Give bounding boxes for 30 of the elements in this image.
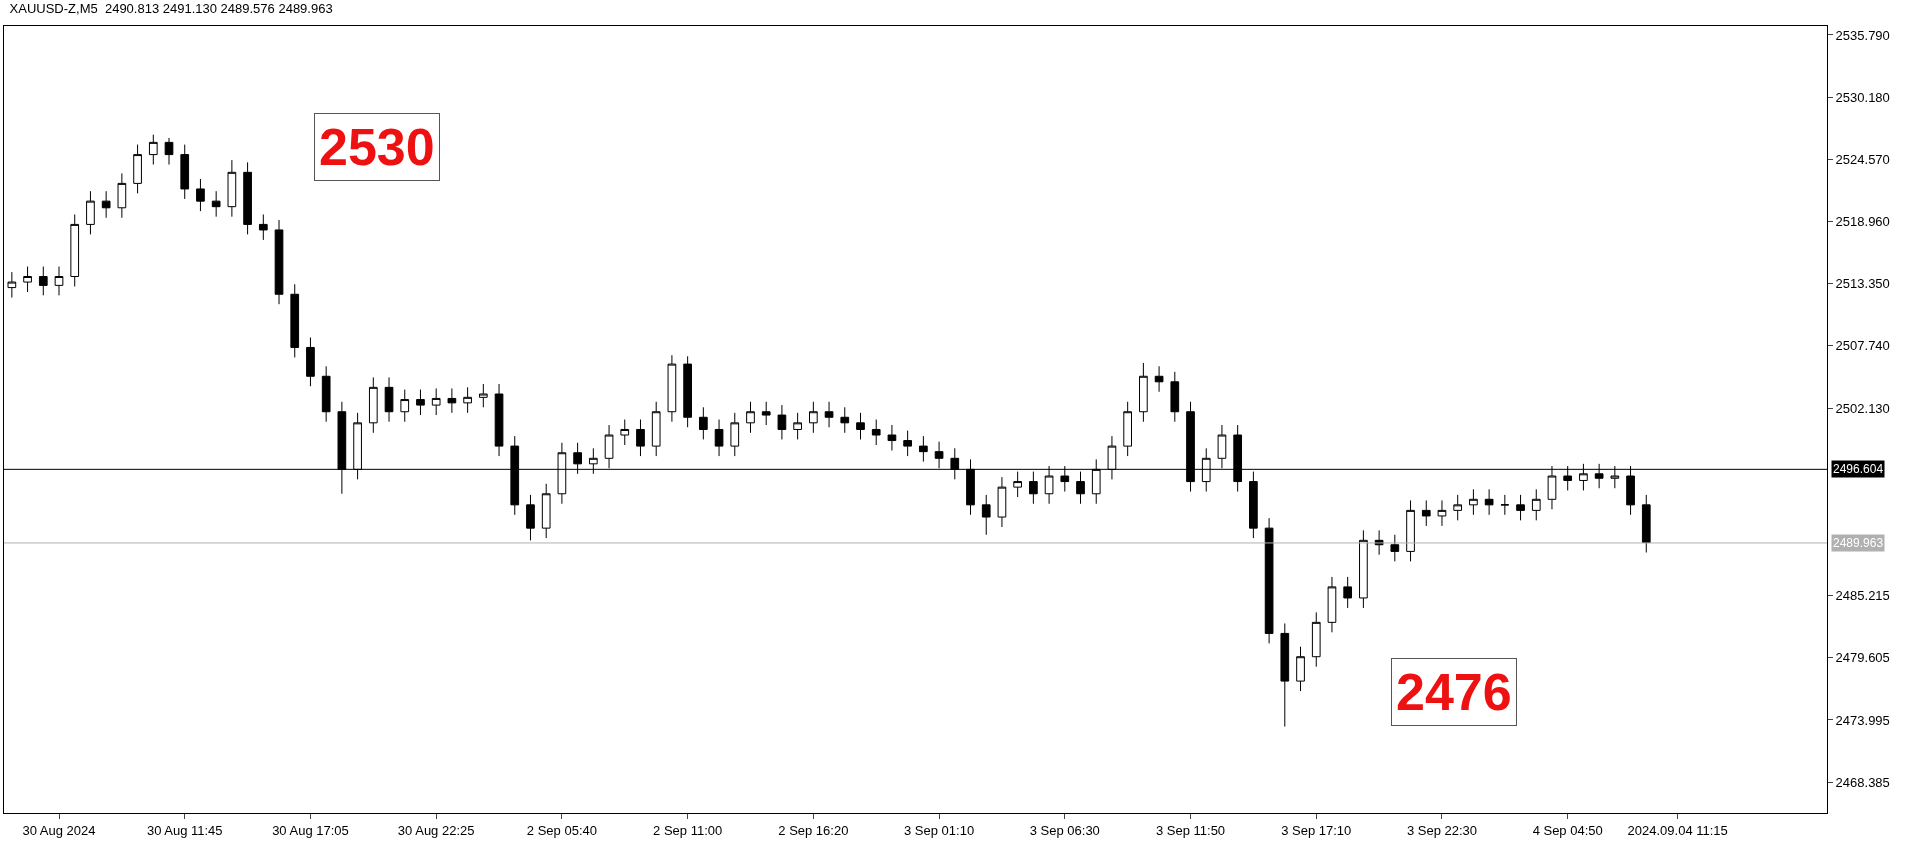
- x-tick-label: 4 Sep 04:50: [1532, 822, 1603, 838]
- y-tick-label: 2502.130: [1835, 400, 1890, 416]
- x-tick-label: 3 Sep 06:30: [1029, 822, 1100, 838]
- x-tick-label: 30 Aug 17:05: [272, 822, 349, 838]
- chart-title: XAUUSD-Z,M5 2490.813 2491.130 2489.576 2489.963: [9, 1, 333, 17]
- x-tick-label: 30 Aug 11:45: [146, 822, 223, 838]
- y-tick-label: 2479.605: [1835, 650, 1890, 666]
- x-tick-label: 30 Aug 2024: [22, 822, 96, 838]
- x-tick-label: 2 Sep 11:00: [653, 822, 723, 838]
- x-tick-label: 3 Sep 17:10: [1281, 822, 1352, 838]
- x-tick-label: 3 Sep 22:30: [1406, 822, 1478, 838]
- y-tick-label: 2473.995: [1835, 712, 1890, 728]
- annotation: 2530: [319, 118, 435, 176]
- y-tick-label: 2468.385: [1835, 774, 1890, 790]
- x-tick-label: 2 Sep 16:20: [778, 822, 849, 838]
- x-tick-label: 3 Sep 01:10: [904, 822, 975, 838]
- y-tick-label: 2513.350: [1835, 276, 1890, 292]
- y-tick-label: 2524.570: [1835, 151, 1890, 167]
- y-tick-label: 2535.790: [1835, 27, 1890, 43]
- x-tick-label: 30 Aug 22:25: [397, 822, 475, 838]
- y-tick-label: 2507.740: [1835, 338, 1890, 354]
- y-tick-label: 2530.180: [1835, 89, 1890, 105]
- ref-line-label: 2496.604: [1833, 462, 1884, 476]
- annotation: 2476: [1396, 663, 1512, 721]
- x-tick-label: 2 Sep 05:40: [526, 822, 597, 838]
- ref-line-label: 2489.963: [1833, 536, 1884, 550]
- y-tick-label: 2518.960: [1835, 214, 1890, 230]
- y-tick-label: 2485.215: [1835, 588, 1890, 604]
- x-tick-label: 3 Sep 11:50: [1155, 822, 1226, 838]
- x-tick-label: 2024.09.04 11:15: [1627, 822, 1728, 838]
